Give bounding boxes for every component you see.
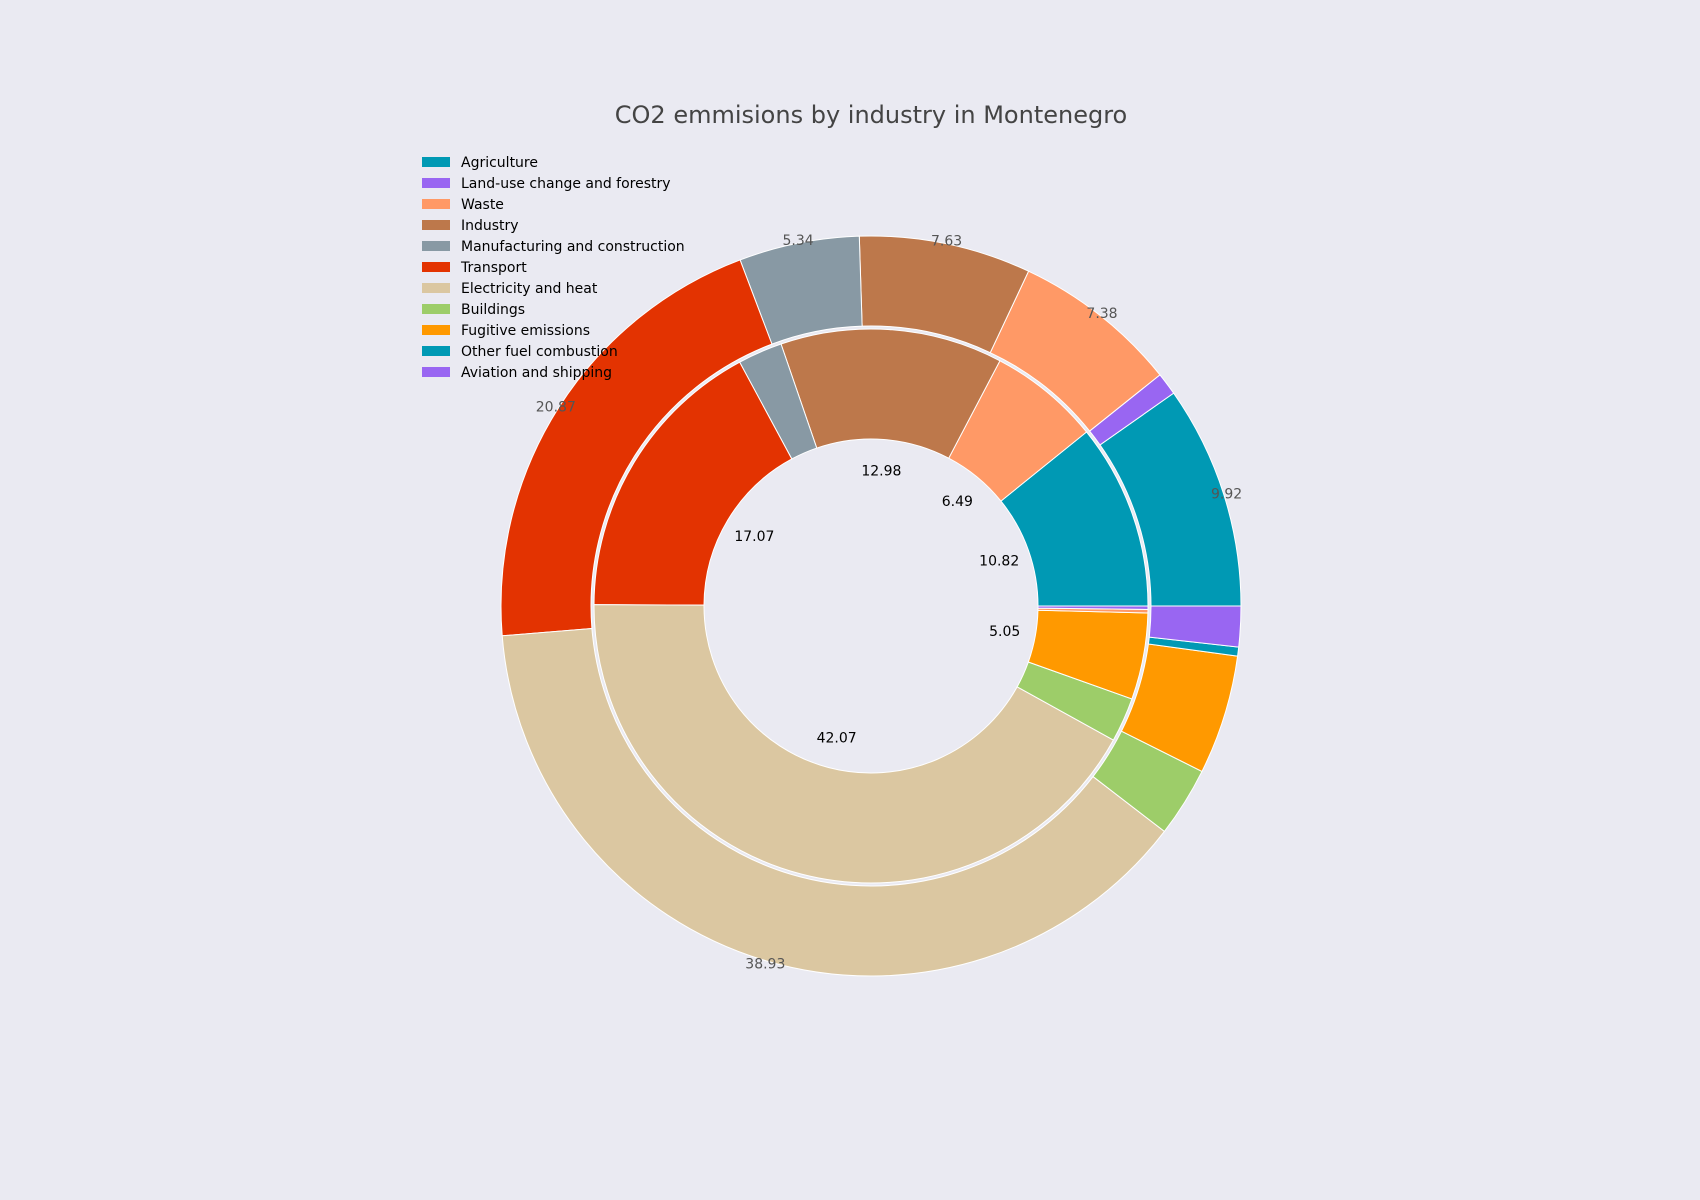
legend-swatch-4	[422, 241, 450, 251]
slice-labels: 9.92 7.38 7.63 5.34 20.87 38.93 10.82 6.49 12.98…	[536, 233, 1242, 973]
inner-ring-label-7: 5.05	[989, 624, 1020, 640]
legend-label-6: Electricity and heat	[461, 281, 598, 297]
outer-ring	[500, 235, 1242, 977]
inner-ring-label-2: 12.98	[861, 463, 901, 479]
legend-swatch-5	[422, 262, 450, 272]
inner-ring-slice-5	[593, 604, 1115, 884]
outer-ring-label-4: 5.34	[783, 233, 814, 249]
legend-label-10: Aviation and shipping	[461, 365, 612, 381]
legend: Agriculture Land-use change and forestry W…	[422, 155, 685, 381]
outer-ring-label-5: 20.87	[536, 400, 576, 416]
legend-label-4: Manufacturing and construction	[461, 239, 685, 255]
legend-swatch-8	[422, 325, 450, 335]
inner-ring-label-4: 17.07	[734, 529, 774, 545]
legend-swatch-10	[422, 367, 450, 377]
outer-ring-label-6: 38.93	[745, 957, 785, 973]
inner-ring-slice-9	[1037, 605, 1149, 610]
inner-ring	[593, 328, 1149, 884]
legend-swatch-2	[422, 199, 450, 209]
outer-ring-label-0: 9.92	[1211, 486, 1242, 502]
inner-ring-label-0: 10.82	[979, 554, 1019, 570]
outer-ring-slice-10	[1148, 605, 1242, 648]
legend-label-9: Other fuel combustion	[461, 344, 618, 360]
legend-swatch-1	[422, 178, 450, 188]
legend-label-0: Agriculture	[461, 155, 538, 171]
inner-ring-label-5: 42.07	[817, 731, 857, 747]
legend-swatch-9	[422, 346, 450, 356]
legend-label-7: Buildings	[461, 302, 525, 318]
outer-ring-label-2: 7.38	[1086, 306, 1117, 322]
inner-ring-label-1: 6.49	[942, 494, 973, 510]
outer-ring-slice-6	[501, 628, 1166, 977]
inner-ring-slice-4	[593, 361, 793, 606]
outer-ring-label-3: 7.63	[931, 234, 962, 250]
legend-label-5: Transport	[460, 260, 527, 276]
legend-label-1: Land-use change and forestry	[461, 176, 671, 192]
legend-swatch-7	[422, 304, 450, 314]
legend-label-3: Industry	[461, 218, 519, 234]
legend-label-2: Waste	[461, 197, 504, 213]
legend-swatch-0	[422, 157, 450, 167]
legend-label-8: Fugitive emissions	[461, 323, 590, 339]
legend-swatch-3	[422, 220, 450, 230]
legend-swatch-6	[422, 283, 450, 293]
chart-title: CO2 emmisions by industry in Montenegro	[615, 101, 1127, 129]
